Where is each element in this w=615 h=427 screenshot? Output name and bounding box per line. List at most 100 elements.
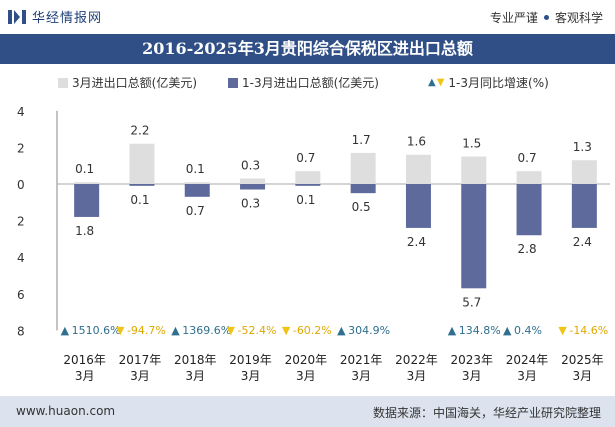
y-tick-label: 6 xyxy=(17,288,25,302)
data-label-monthly: 1.7 xyxy=(352,133,371,147)
growth-label: -94.7% xyxy=(127,324,166,337)
y-tick-label: 4 xyxy=(17,251,25,265)
growth-down-triangle: ▼ xyxy=(116,324,125,337)
category-label: 3月 xyxy=(573,369,593,383)
data-label-cumulative: 0.7 xyxy=(186,204,205,218)
category-label: 3月 xyxy=(517,369,537,383)
category-label: 2021年 xyxy=(340,353,383,367)
data-label-cumulative: 2.8 xyxy=(518,242,537,256)
bar-monthly xyxy=(405,154,431,184)
data-label-monthly: 2.2 xyxy=(130,124,149,138)
growth-label: -52.4% xyxy=(238,324,277,337)
data-label-cumulative: 0.3 xyxy=(241,196,260,210)
data-label-monthly: 0.3 xyxy=(241,159,260,173)
slogan: 专业严谨 客观科学 xyxy=(490,9,603,26)
bar-monthly xyxy=(74,182,100,184)
slogan-left: 专业严谨 xyxy=(489,11,538,25)
bar-cumulative xyxy=(129,184,155,186)
separator-dot-icon xyxy=(543,15,549,20)
category-label: 3月 xyxy=(75,369,95,383)
growth-label: 0.4% xyxy=(514,324,542,337)
category-label: 2024年 xyxy=(506,353,549,367)
bar-cumulative xyxy=(350,184,376,194)
bar-cumulative xyxy=(461,184,487,289)
legend-item-growth: ▲ ▼ 1-3月同比增速(%) xyxy=(428,74,549,91)
growth-up-triangle: ▲ xyxy=(61,324,70,337)
data-label-monthly: 0.1 xyxy=(186,162,205,176)
bar-monthly xyxy=(516,171,542,184)
legend-item-monthly: 3月进出口总额(亿美元) xyxy=(58,74,197,91)
growth-up-triangle: ▲ xyxy=(337,324,346,337)
growth-label: -14.6% xyxy=(569,324,608,337)
bar-cumulative xyxy=(295,184,321,186)
bar-cumulative xyxy=(184,184,210,197)
growth-down-triangle: ▼ xyxy=(282,324,291,337)
category-label: 2017年 xyxy=(119,353,162,367)
legend-item-cumulative: 1-3月进出口总额(亿美元) xyxy=(228,74,379,91)
category-label: 3月 xyxy=(130,369,150,383)
bar-cumulative xyxy=(240,184,266,190)
data-label-cumulative: 5.7 xyxy=(462,295,481,309)
bar-cumulative xyxy=(405,184,431,228)
bar-monthly xyxy=(350,152,376,184)
bar-monthly xyxy=(184,182,210,184)
data-label-monthly: 0.1 xyxy=(75,162,94,176)
category-label: 2023年 xyxy=(450,353,493,367)
brand-name: 华经情报网 xyxy=(32,11,103,26)
chart-legend: 3月进出口总额(亿美元) 1-3月进出口总额(亿美元) ▲ ▼ 1-3月同比增速(… xyxy=(0,74,615,92)
category-label: 2019年 xyxy=(229,353,272,367)
growth-label: 134.8% xyxy=(459,324,501,337)
growth-down-triangle: ▼ xyxy=(558,324,567,337)
category-label: 3月 xyxy=(462,369,482,383)
bar-cumulative xyxy=(571,184,597,228)
data-label-cumulative: 0.1 xyxy=(296,193,315,207)
data-label-monthly: 1.3 xyxy=(573,140,592,154)
category-label: 3月 xyxy=(407,369,427,383)
y-tick-label: 2 xyxy=(17,141,25,155)
bar-monthly xyxy=(129,143,155,184)
bar-cumulative xyxy=(74,184,100,217)
bar-monthly xyxy=(571,160,597,184)
data-label-cumulative: 2.4 xyxy=(573,235,592,249)
footer: www.huaon.com 数据来源：中国海关，华经产业研究院整理 xyxy=(0,396,615,427)
category-label: 2025年 xyxy=(561,353,604,367)
category-label: 2020年 xyxy=(285,353,328,367)
y-tick-label: 4 xyxy=(17,105,25,119)
growth-triangle-icon: ▲ ▼ xyxy=(428,77,445,88)
category-label: 2018年 xyxy=(174,353,217,367)
chart-title: 2016-2025年3月贵阳综合保税区进出口总额 xyxy=(142,39,473,58)
legend-label-growth: 1-3月同比增速(%) xyxy=(448,76,549,90)
legend-label-cumulative: 1-3月进出口总额(亿美元) xyxy=(242,76,379,90)
top-bar: 华经情报网 专业严谨 客观科学 xyxy=(0,0,615,34)
brand[interactable]: 华经情报网 xyxy=(8,7,102,26)
bar-cumulative xyxy=(516,184,542,236)
title-bar: 2016-2025年3月贵阳综合保税区进出口总额 xyxy=(0,34,615,64)
category-label: 2022年 xyxy=(395,353,438,367)
data-label-cumulative: 1.8 xyxy=(75,224,94,238)
data-label-monthly: 0.7 xyxy=(518,151,537,165)
legend-swatch-cumulative xyxy=(228,77,238,88)
data-label-monthly: 1.5 xyxy=(462,137,481,151)
bar-monthly xyxy=(461,156,487,184)
data-label-monthly: 1.6 xyxy=(407,135,426,149)
growth-label: -60.2% xyxy=(293,324,332,337)
chart-plot: 4 2 0 2 4 6 8 0.1 1.8 2.2 0.1 0.1 0.7 0.3 0.3 0.7 0.1 1.… xyxy=(17,105,610,383)
data-label-cumulative: 0.5 xyxy=(352,200,371,214)
category-label: 3月 xyxy=(351,369,371,383)
growth-up-triangle: ▲ xyxy=(171,324,180,337)
slogan-right: 客观科学 xyxy=(554,11,603,25)
footer-url[interactable]: www.huaon.com xyxy=(16,404,116,418)
growth-down-triangle: ▼ xyxy=(227,324,236,337)
footer-source: 数据来源：中国海关，华经产业研究院整理 xyxy=(372,406,601,420)
y-tick-label: 0 xyxy=(17,178,25,192)
huajing-logo-icon xyxy=(8,9,26,24)
bar-monthly xyxy=(295,171,321,184)
bar-monthly xyxy=(240,178,266,184)
data-label-cumulative: 0.1 xyxy=(130,193,149,207)
category-label: 3月 xyxy=(185,369,205,383)
category-label: 2016年 xyxy=(63,353,106,367)
category-label: 3月 xyxy=(296,369,316,383)
y-tick-label: 8 xyxy=(17,324,25,338)
growth-up-triangle: ▲ xyxy=(448,324,457,337)
growth-label: 1369.6% xyxy=(182,324,231,337)
